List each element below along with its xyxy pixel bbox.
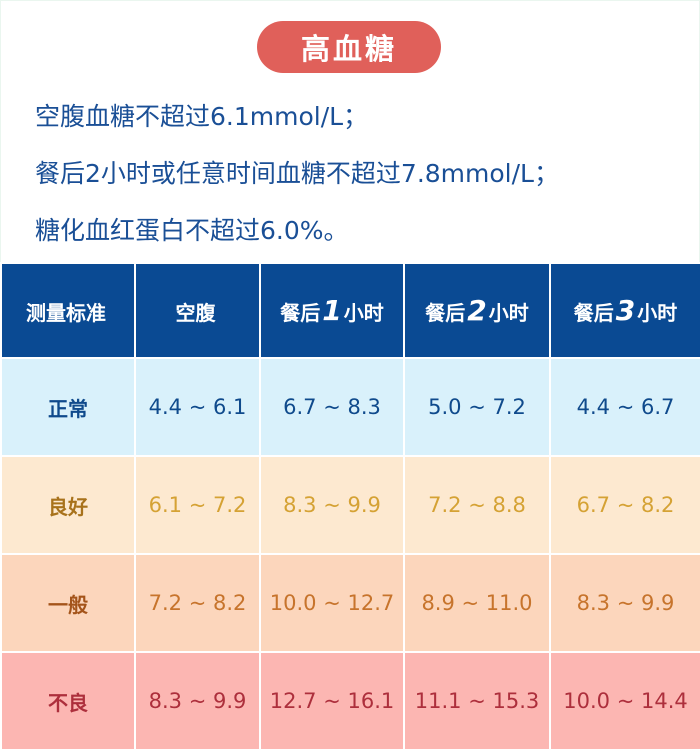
- criteria-line: 餐后2小时或任意时间血糖不超过7.8mmol/L；: [35, 159, 559, 188]
- table-header-row: 测量标准 空腹 餐后1 小时 餐后2 小时 餐后3 小时: [0, 262, 700, 359]
- table-cell: 10.0 ~ 14.4: [549, 651, 700, 751]
- row-label: 正常: [0, 357, 136, 457]
- column-header-pre: 餐后: [280, 301, 321, 325]
- table-cell: 4.4 ~ 6.7: [549, 357, 700, 457]
- column-header-pre: 空腹: [175, 301, 216, 325]
- column-header-post: 小时: [637, 301, 678, 325]
- criteria-list: 空腹血糖不超过6.1mmol/L； 餐后2小时或任意时间血糖不超过7.8mmol…: [35, 88, 559, 259]
- column-header: 餐后3 小时: [549, 262, 700, 359]
- table-cell: 10.0 ~ 12.7: [259, 553, 405, 653]
- column-header: 餐后2 小时: [403, 262, 551, 359]
- table-cell: 7.2 ~ 8.2: [134, 553, 261, 653]
- blood-sugar-table: 测量标准 空腹 餐后1 小时 餐后2 小时 餐后3 小时 正常 4.4 ~ 6.1 6.7 ~ 8…: [0, 262, 700, 751]
- title-badge: 高血糖: [257, 21, 441, 73]
- table-cell: 6.7 ~ 8.2: [549, 455, 700, 555]
- table-cell: 8.3 ~ 9.9: [259, 455, 405, 555]
- table-cell: 7.2 ~ 8.8: [403, 455, 551, 555]
- column-header-num: 2: [467, 294, 487, 327]
- table-row: 一般 7.2 ~ 8.2 10.0 ~ 12.7 8.9 ~ 11.0 8.3 ~ 9.…: [0, 553, 700, 653]
- table-row: 正常 4.4 ~ 6.1 6.7 ~ 8.3 5.0 ~ 7.2 4.4 ~ 6.7: [0, 357, 700, 457]
- table-cell: 12.7 ~ 16.1: [259, 651, 405, 751]
- column-header-pre: 餐后: [573, 301, 614, 325]
- table-row: 不良 8.3 ~ 9.9 12.7 ~ 16.1 11.1 ~ 15.3 10.0 ~ …: [0, 651, 700, 751]
- table-cell: 5.0 ~ 7.2: [403, 357, 551, 457]
- row-label: 良好: [0, 455, 136, 555]
- criteria-line: 糖化血红蛋白不超过6.0%。: [35, 216, 349, 245]
- column-header-post: 小时: [343, 301, 384, 325]
- column-header-pre: 餐后: [425, 301, 466, 325]
- table-cell: 6.1 ~ 7.2: [134, 455, 261, 555]
- table-cell: 11.1 ~ 15.3: [403, 651, 551, 751]
- column-header: 测量标准: [0, 262, 136, 359]
- criteria-line: 空腹血糖不超过6.1mmol/L；: [35, 102, 369, 131]
- table-cell: 8.9 ~ 11.0: [403, 553, 551, 653]
- table-row: 良好 6.1 ~ 7.2 8.3 ~ 9.9 7.2 ~ 8.8 6.7 ~ 8.2: [0, 455, 700, 555]
- column-header-post: 小时: [488, 301, 529, 325]
- column-header: 空腹: [134, 262, 261, 359]
- column-header-pre: 测量标准: [26, 301, 106, 325]
- table-cell: 4.4 ~ 6.1: [134, 357, 261, 457]
- row-label: 不良: [0, 651, 136, 751]
- column-header: 餐后1 小时: [259, 262, 405, 359]
- row-label: 一般: [0, 553, 136, 653]
- table-cell: 8.3 ~ 9.9: [549, 553, 700, 653]
- table-cell: 8.3 ~ 9.9: [134, 651, 261, 751]
- column-header-num: 1: [322, 294, 342, 327]
- column-header-num: 3: [615, 294, 636, 327]
- table-cell: 6.7 ~ 8.3: [259, 357, 405, 457]
